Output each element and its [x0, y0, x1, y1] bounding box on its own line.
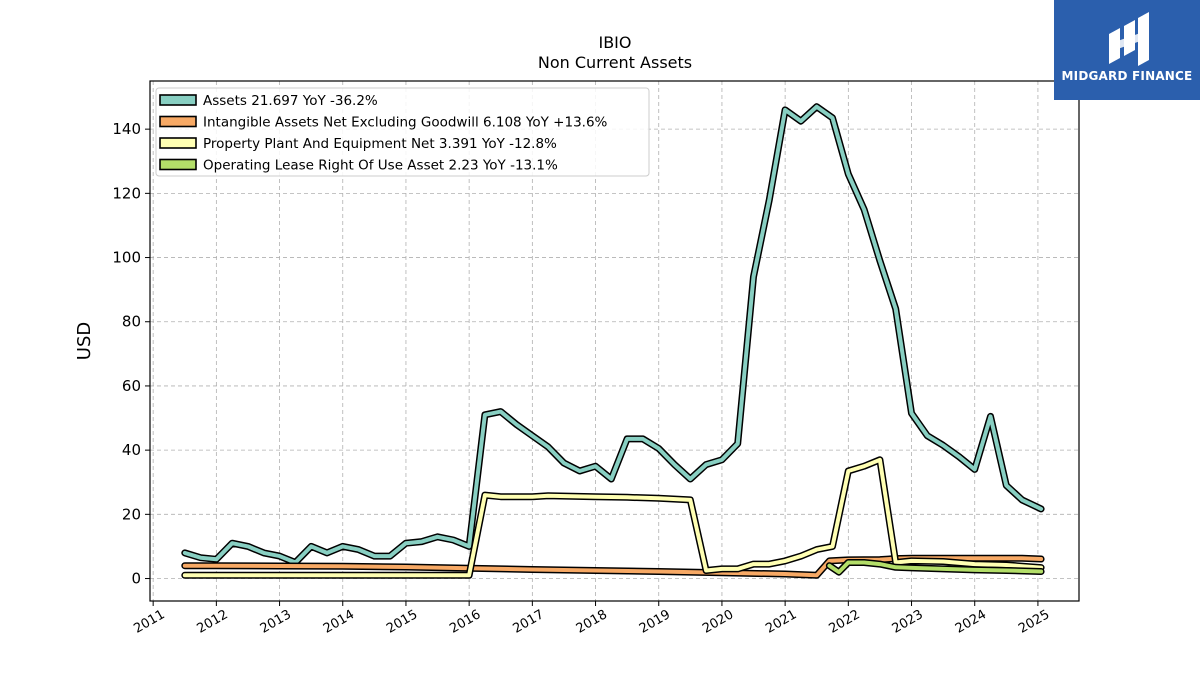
chart-subtitle: Non Current Assets	[538, 53, 692, 72]
x-tick-label: 2018	[574, 607, 610, 637]
legend-entry: Intangible Assets Net Excluding Goodwill…	[203, 115, 608, 131]
series-line	[827, 560, 1044, 575]
x-tick-label: 2013	[258, 607, 294, 637]
legend-swatch	[159, 115, 197, 128]
plot-area	[149, 80, 1080, 602]
legend-box	[155, 87, 650, 177]
legend-swatch	[159, 158, 197, 171]
series-2	[181, 456, 1045, 579]
series-0	[181, 103, 1045, 566]
x-tick-label: 2023	[890, 607, 926, 637]
legend-swatch	[159, 94, 197, 106]
legend-entry: Property Plant And Equipment Net 3.391 Y…	[203, 136, 557, 152]
y-tick-label: 120	[112, 184, 141, 202]
y-tick-label: 60	[122, 377, 141, 395]
x-tick-label: 2019	[637, 607, 673, 637]
x-tick-label: 2011	[131, 607, 167, 637]
x-tick-label: 2016	[447, 607, 483, 637]
x-tick-label: 2015	[384, 607, 420, 637]
series-line	[182, 457, 1044, 578]
y-tick-label: 80	[122, 313, 141, 331]
series-line	[182, 104, 1044, 565]
x-tick-label: 2020	[700, 607, 736, 637]
y-axis-label: USD	[74, 322, 95, 360]
series-lines	[181, 103, 1045, 579]
y-tick-label: 140	[112, 120, 141, 138]
x-tick-label: 2022	[826, 607, 862, 637]
series-3	[825, 559, 1045, 576]
x-tick-label: 2017	[511, 607, 547, 637]
x-tick-label: 2025	[1016, 607, 1052, 637]
legend-swatch	[159, 137, 197, 149]
x-tick-label: 2014	[321, 607, 357, 637]
logo-mark-icon	[1109, 12, 1149, 66]
y-tick-label: 40	[122, 441, 141, 459]
x-tick-label: 2021	[763, 607, 799, 637]
logo-text: MIDGARD FINANCE	[1062, 69, 1193, 83]
brand-logo: MIDGARD FINANCE	[1054, 0, 1200, 100]
x-tick-label: 2012	[195, 607, 231, 637]
y-tick-label: 20	[122, 505, 141, 523]
legend: Assets 21.697 YoY -36.2% Intangible Asset…	[155, 87, 650, 177]
legend-entry: Assets 21.697 YoY -36.2%	[203, 93, 378, 109]
legend-entry: Operating Lease Right Of Use Asset 2.23 …	[203, 158, 558, 174]
y-tick-label: 0	[131, 570, 141, 588]
chart-title: IBIO	[598, 33, 631, 52]
x-tick-label: 2024	[953, 607, 989, 637]
y-tick-label: 100	[112, 249, 141, 267]
